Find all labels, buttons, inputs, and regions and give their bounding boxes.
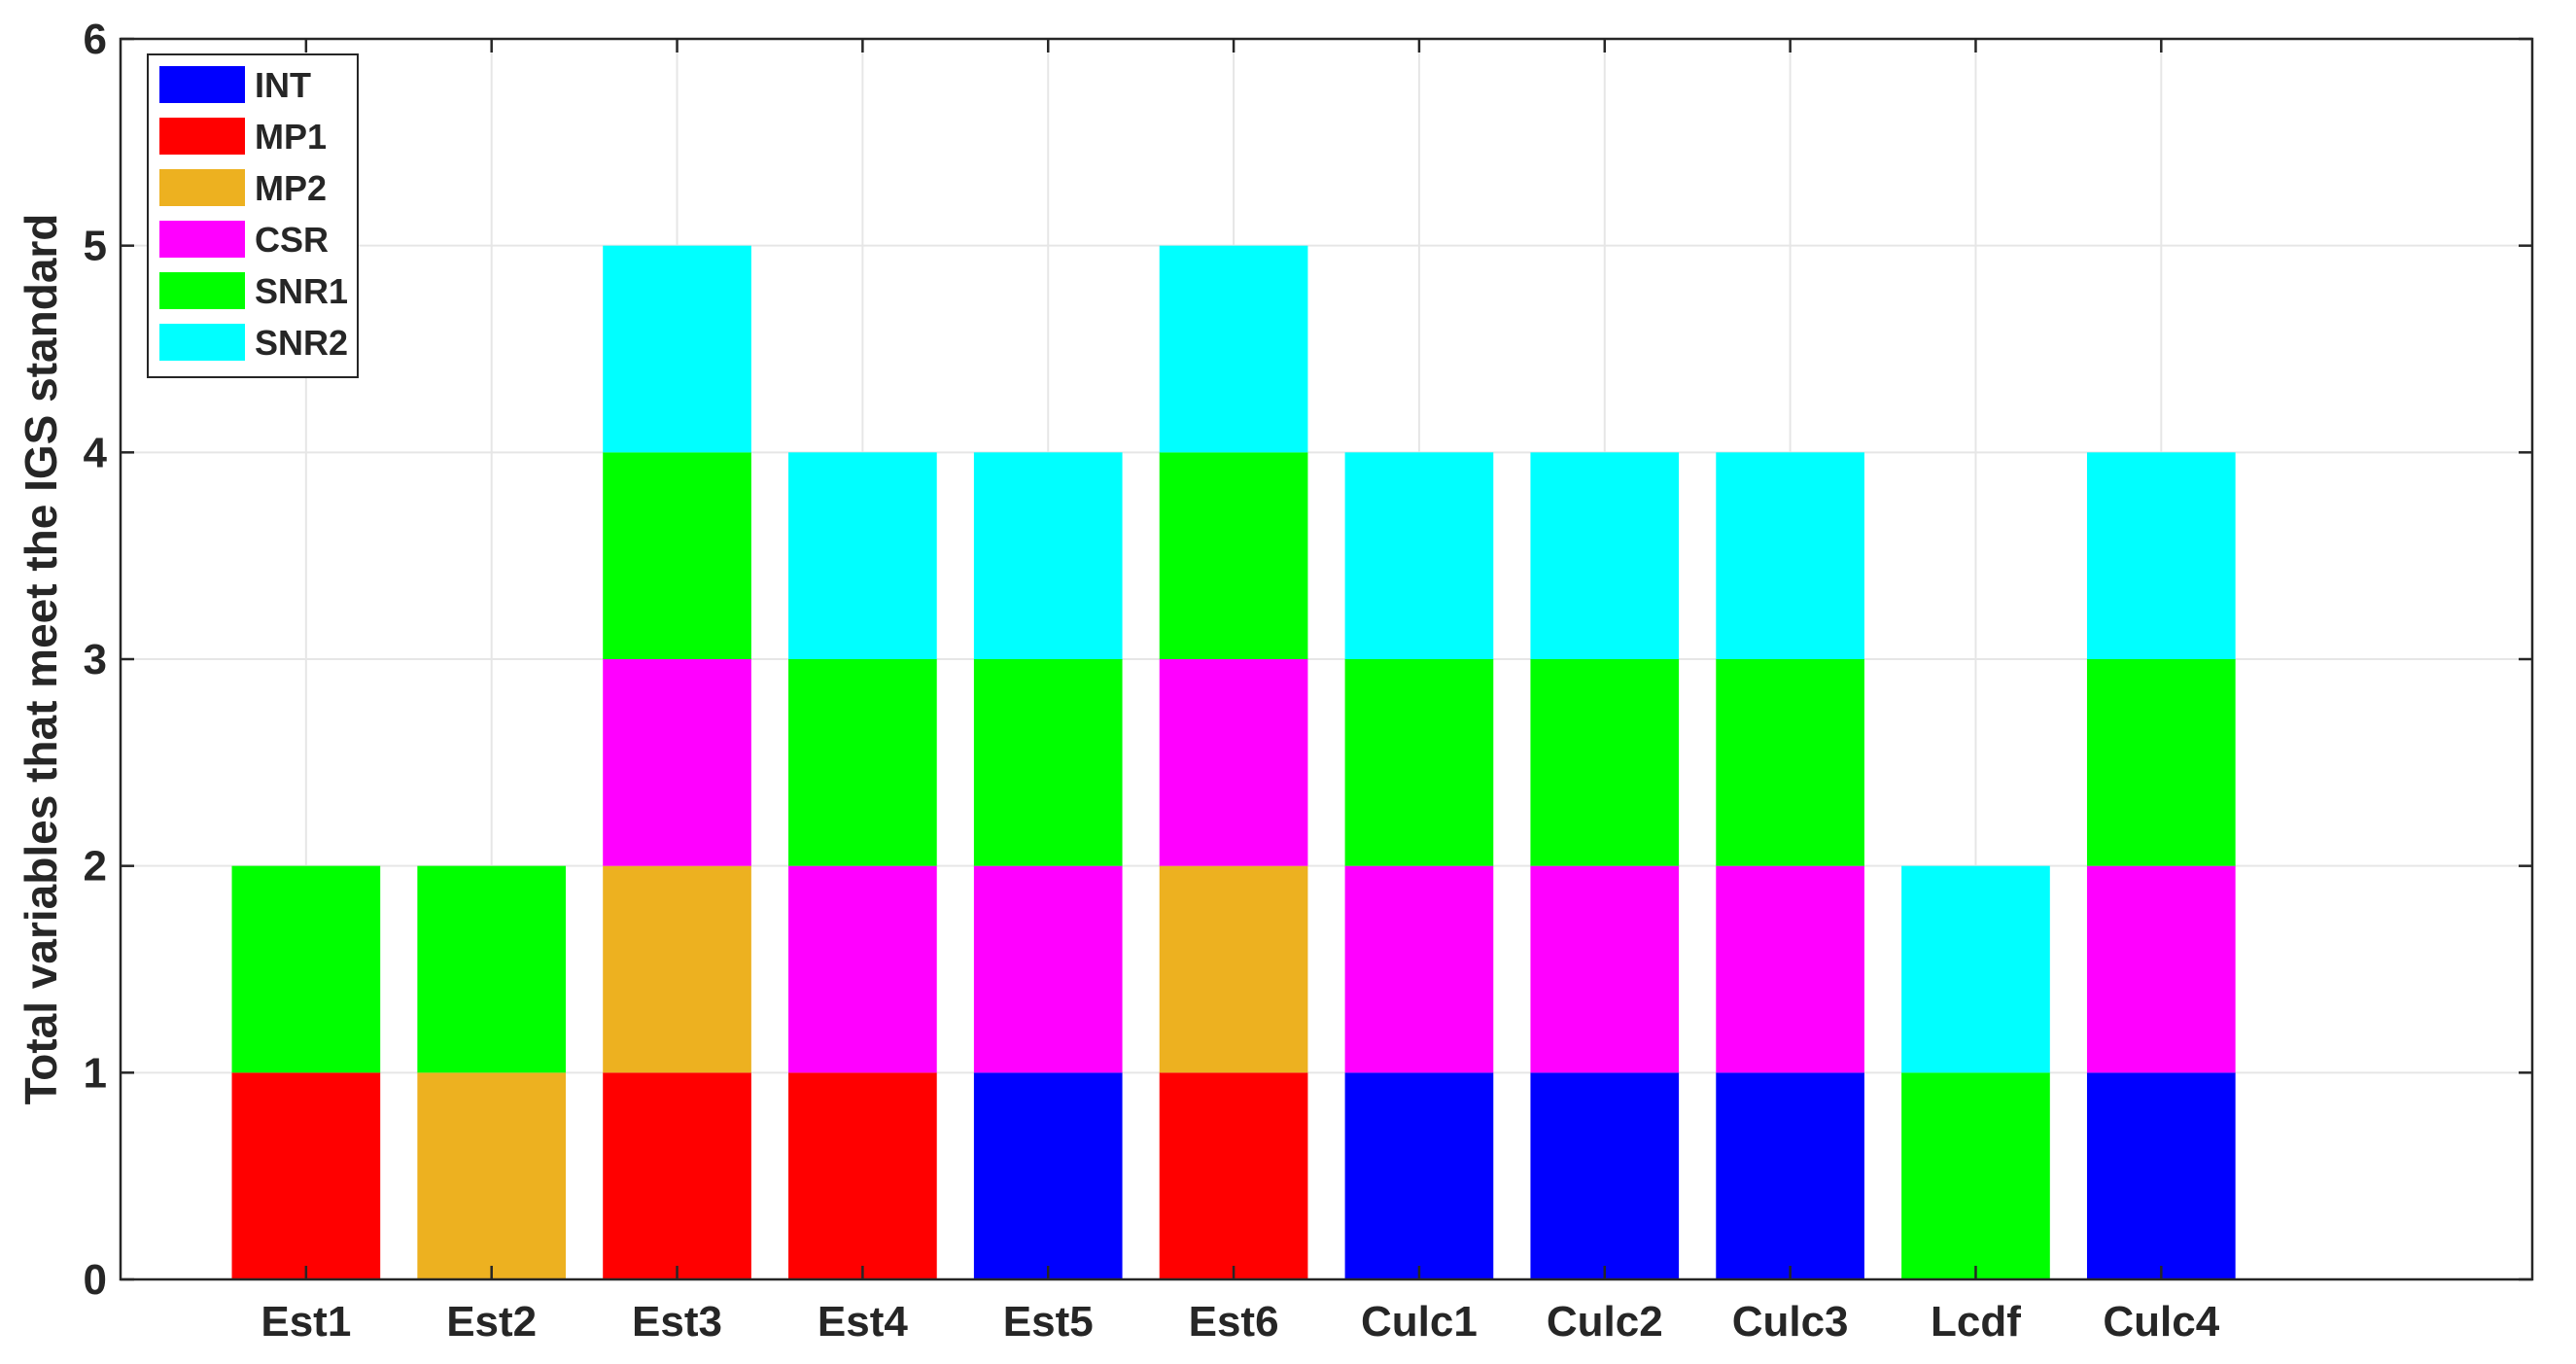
bar-segment-snr2-culc3 bbox=[1716, 452, 1864, 659]
bar-segment-int-culc1 bbox=[1344, 1072, 1494, 1279]
bar-segment-snr1-lcdf bbox=[1901, 1072, 2050, 1279]
bar-segment-csr-culc3 bbox=[1716, 865, 1864, 1073]
bar-segment-snr2-culc1 bbox=[1344, 452, 1494, 659]
bar-segment-csr-est3 bbox=[603, 659, 751, 866]
bar-segment-snr1-est2 bbox=[417, 865, 567, 1073]
bar-segment-mp2-est6 bbox=[1159, 865, 1308, 1073]
legend-swatch-csr bbox=[159, 221, 245, 258]
x-tick-label-lcdf: Lcdf bbox=[1931, 1298, 2021, 1346]
legend-swatch-snr2 bbox=[159, 324, 245, 361]
bar-segment-snr2-culc2 bbox=[1530, 452, 1680, 659]
legend-box bbox=[147, 53, 359, 378]
bar-segment-mp1-est3 bbox=[603, 1072, 751, 1279]
legend-label-csr: CSR bbox=[255, 220, 329, 260]
bar-segment-csr-culc4 bbox=[2086, 865, 2236, 1073]
bar-segment-snr1-culc2 bbox=[1530, 659, 1680, 866]
y-tick-label: 0 bbox=[84, 1256, 107, 1304]
bar-segment-snr2-est3 bbox=[603, 245, 751, 453]
bar-segment-mp2-est3 bbox=[603, 865, 751, 1073]
bar-segment-snr1-culc1 bbox=[1344, 659, 1494, 866]
bar-segment-mp1-est1 bbox=[231, 1072, 381, 1279]
bar-segment-snr1-est1 bbox=[231, 865, 381, 1073]
bar-segment-csr-est5 bbox=[973, 865, 1123, 1073]
legend-label-int: INT bbox=[255, 65, 311, 105]
y-tick-label: 4 bbox=[84, 429, 108, 476]
bar-segment-int-culc3 bbox=[1716, 1072, 1864, 1279]
bar-segment-snr2-est5 bbox=[973, 452, 1123, 659]
bar-segment-mp1-est4 bbox=[788, 1072, 937, 1279]
axis-ticks: 0 1 2 3 4 5 6 Est1 Est2 Est3 Est4 Est5 Est6 Culc1 Culc… bbox=[84, 16, 2532, 1346]
y-tick-label: 1 bbox=[84, 1049, 107, 1097]
bars bbox=[231, 245, 2236, 1279]
x-tick-label-est5: Est5 bbox=[1003, 1298, 1094, 1346]
x-tick-label-est1: Est1 bbox=[261, 1298, 351, 1346]
bar-segment-snr1-culc3 bbox=[1716, 659, 1864, 866]
bar-segment-snr2-est4 bbox=[788, 452, 937, 659]
bar-segment-csr-est4 bbox=[788, 865, 937, 1073]
x-tick-label-est2: Est2 bbox=[446, 1298, 537, 1346]
bar-segment-csr-est6 bbox=[1159, 659, 1308, 866]
bar-segment-snr1-est5 bbox=[973, 659, 1123, 866]
bar-segment-mp2-est2 bbox=[417, 1072, 567, 1279]
bar-segment-snr2-est6 bbox=[1159, 245, 1308, 453]
bar-segment-snr1-est4 bbox=[788, 659, 937, 866]
y-tick-label: 3 bbox=[84, 636, 107, 683]
bar-segment-csr-culc2 bbox=[1530, 865, 1680, 1073]
bar-segment-int-culc4 bbox=[2086, 1072, 2236, 1279]
x-tick-label-culc2: Culc2 bbox=[1547, 1298, 1663, 1346]
bar-segment-csr-culc1 bbox=[1344, 865, 1494, 1073]
bar-segment-snr1-est3 bbox=[603, 452, 751, 659]
x-tick-label-est4: Est4 bbox=[818, 1298, 908, 1346]
bar-segment-snr1-est6 bbox=[1159, 452, 1308, 659]
bar-segment-mp1-est6 bbox=[1159, 1072, 1308, 1279]
legend: INT MP1 MP2 CSR SNR1 SNR2 bbox=[147, 53, 359, 378]
y-axis-label: Total variables that meet the IGS standa… bbox=[16, 214, 66, 1105]
legend-label-mp2: MP2 bbox=[255, 168, 327, 208]
bar-segment-snr1-culc4 bbox=[2086, 659, 2236, 866]
bar-segment-snr2-lcdf bbox=[1901, 865, 2050, 1073]
bar-segment-snr2-culc4 bbox=[2086, 452, 2236, 659]
legend-label-snr1: SNR1 bbox=[255, 271, 348, 311]
legend-label-mp1: MP1 bbox=[255, 117, 327, 157]
x-tick-label-culc1: Culc1 bbox=[1361, 1298, 1478, 1346]
x-tick-label-est6: Est6 bbox=[1189, 1298, 1279, 1346]
legend-swatch-snr1 bbox=[159, 272, 245, 309]
legend-swatch-mp1 bbox=[159, 118, 245, 155]
y-tick-label: 2 bbox=[84, 843, 107, 891]
x-tick-label-culc4: Culc4 bbox=[2103, 1298, 2219, 1346]
x-tick-label-culc3: Culc3 bbox=[1732, 1298, 1849, 1346]
legend-swatch-int bbox=[159, 66, 245, 103]
y-tick-label: 5 bbox=[84, 223, 107, 270]
y-tick-label: 6 bbox=[84, 16, 107, 63]
bar-segment-int-culc2 bbox=[1530, 1072, 1680, 1279]
legend-label-snr2: SNR2 bbox=[255, 323, 348, 363]
bar-segment-int-est5 bbox=[973, 1072, 1123, 1279]
x-tick-label-est3: Est3 bbox=[632, 1298, 722, 1346]
legend-swatch-mp2 bbox=[159, 169, 245, 206]
